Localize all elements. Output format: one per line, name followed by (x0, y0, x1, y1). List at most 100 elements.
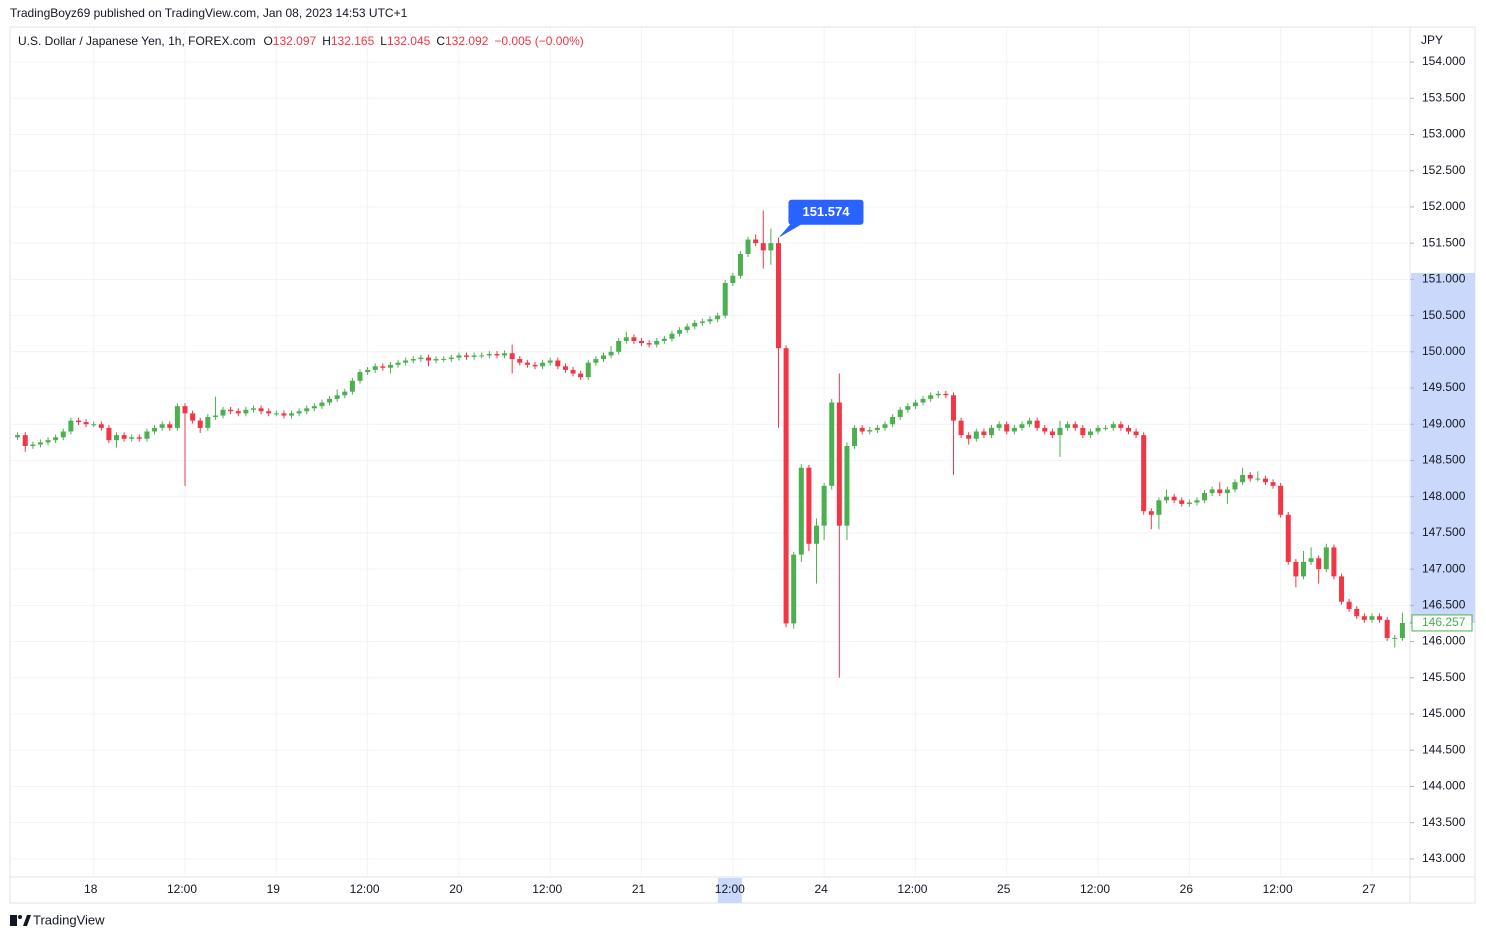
candle-body (83, 422, 89, 425)
legend-value: 132.092 (445, 34, 489, 48)
x-tick-label: 12:00 (350, 882, 380, 896)
candle-body (456, 355, 462, 358)
candle-body (273, 413, 279, 415)
y-tick-label: 153.500 (1422, 90, 1466, 104)
callout-box (788, 199, 864, 225)
legend-value: 132.165 (331, 34, 375, 48)
candle-body (677, 330, 683, 334)
candle-body (1346, 601, 1352, 609)
candle-body (1278, 485, 1284, 515)
candle-body (1224, 489, 1230, 494)
candle-body (509, 353, 515, 360)
y-tick-label: 149.500 (1422, 380, 1466, 394)
candle-body (464, 355, 470, 357)
y-tick-label: 143.500 (1422, 815, 1466, 829)
candle-body (699, 321, 705, 323)
last-price-label: 146.257 (1422, 615, 1466, 629)
candle-body (220, 409, 226, 416)
y-tick-label: 153.000 (1422, 127, 1466, 141)
candle-body (327, 398, 333, 403)
candle-body (524, 362, 530, 365)
candle-body (75, 420, 81, 423)
candle-body (1057, 427, 1063, 436)
candle-body (479, 355, 485, 357)
y-tick-label: 147.000 (1422, 561, 1466, 575)
candle-body (1095, 427, 1101, 432)
candle-body (1202, 493, 1208, 501)
candles (15, 210, 1405, 678)
candle-body (829, 402, 835, 486)
candle-body (1164, 496, 1170, 501)
candle-body (1270, 482, 1276, 486)
candle-body (441, 359, 447, 361)
candle-body (1194, 500, 1200, 503)
candle-body (806, 467, 812, 544)
candle-body (912, 402, 918, 407)
candle-body (646, 343, 652, 345)
candle-body (623, 337, 629, 341)
candle-body (1323, 547, 1329, 570)
candle-body (106, 427, 112, 441)
candle-body (631, 337, 637, 341)
candle-body (874, 427, 880, 431)
candle-body (235, 411, 241, 414)
candle-body (60, 431, 66, 438)
grid (10, 28, 1414, 903)
candle-body (266, 411, 272, 414)
candle-body (1133, 431, 1139, 436)
candle-body (311, 406, 317, 409)
candle-body (715, 315, 721, 320)
candle-body (1308, 558, 1314, 562)
y-tick-label: 144.000 (1422, 779, 1466, 793)
y-tick-label: 146.000 (1422, 634, 1466, 648)
candle-body (1399, 622, 1405, 638)
candle-body (91, 424, 97, 426)
candle-body (1232, 482, 1238, 490)
x-tick-label: 24 (814, 882, 828, 896)
candle-body (578, 373, 584, 378)
candle-body (494, 353, 500, 356)
candle-body (1087, 431, 1093, 436)
x-tick-label: 21 (632, 882, 646, 896)
candle-body (1293, 561, 1299, 577)
y-tick-label: 147.500 (1422, 525, 1466, 539)
candle-body (783, 348, 789, 624)
candle-body (129, 437, 135, 439)
candle-body (502, 353, 508, 356)
legend-key: C (436, 34, 445, 48)
candle-body (814, 525, 820, 544)
candle-body (1118, 424, 1124, 428)
candle-body (1384, 619, 1390, 638)
candle-body (1361, 616, 1367, 620)
candle-body (958, 420, 964, 436)
candle-body (532, 364, 538, 367)
candle-body (890, 417, 896, 425)
candle-body (342, 391, 348, 396)
candle-body (289, 413, 295, 416)
candle-body (372, 366, 378, 370)
y-tick-label: 149.000 (1422, 416, 1466, 430)
y-tick-label: 143.000 (1422, 851, 1466, 865)
y-tick-label: 151.000 (1422, 272, 1466, 286)
candle-body (821, 485, 827, 526)
candle-body (98, 424, 104, 428)
candle-body (608, 351, 614, 356)
legend-value: 132.097 (273, 34, 317, 48)
candle-body (159, 424, 165, 428)
candle-body (1034, 420, 1040, 428)
candle-body (707, 319, 713, 322)
candle-body (471, 355, 477, 357)
candle-body (144, 431, 150, 439)
brand-logo (10, 915, 31, 926)
candle-body (1331, 547, 1337, 577)
candle-body (281, 413, 287, 416)
candle-body (357, 372, 363, 381)
candle-body (45, 440, 51, 443)
candle-body (570, 369, 576, 374)
candle-body (1110, 424, 1116, 428)
y-tick-label: 152.500 (1422, 163, 1466, 177)
y-tick-label: 148.000 (1422, 489, 1466, 503)
candle-body (966, 435, 972, 439)
